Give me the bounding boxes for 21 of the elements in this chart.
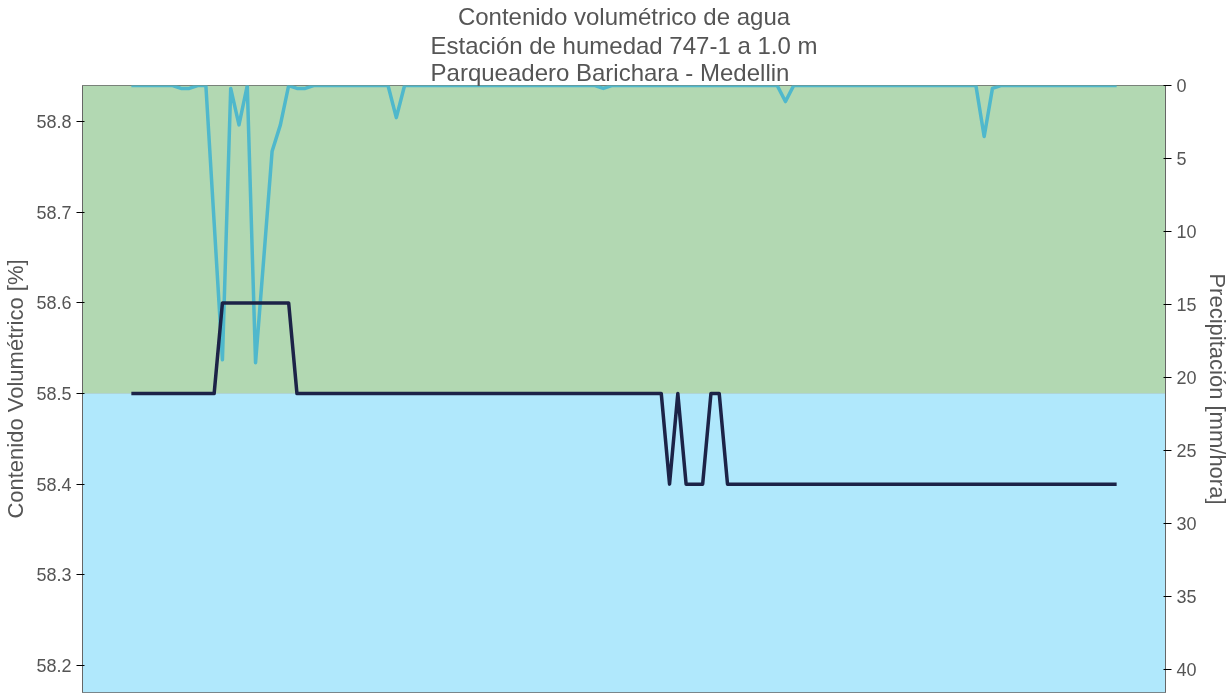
y2-tick-label: 15	[1176, 294, 1197, 315]
y2-tick-label: 5	[1176, 148, 1187, 169]
y2-tick-label: 25	[1176, 440, 1197, 461]
chart-subtitle: Estación de humedad 747-1 a 1.0 m Parqueadero Barichara - Medellin	[430, 31, 818, 86]
y2-tick-label: 40	[1176, 659, 1197, 680]
y-tick-label: 58.2	[36, 655, 72, 676]
line-series	[129, 85, 1119, 365]
y-tick-label: 58.6	[36, 293, 72, 314]
y-tick-label: 58.8	[36, 112, 72, 133]
y-axis-title: Contenido Volumétrico [%]	[3, 259, 29, 519]
chart-title: Contenido volumétrico de agua	[457, 2, 791, 30]
y-tick-label: 58.5	[36, 384, 72, 405]
y2-tick-label: 20	[1176, 367, 1197, 388]
y-tick-label: 58.3	[36, 565, 72, 586]
y2-tick-label: 10	[1176, 221, 1197, 242]
y2-tick-label: 30	[1176, 513, 1197, 534]
y2-tick-label: 35	[1176, 586, 1197, 607]
y2-axis-title: Precipitación [mm/hora]	[1204, 273, 1230, 505]
y2-tick-label: 0	[1176, 76, 1187, 96]
y-tick-label: 58.4	[36, 474, 72, 495]
y-tick-label: 58.7	[36, 202, 72, 223]
